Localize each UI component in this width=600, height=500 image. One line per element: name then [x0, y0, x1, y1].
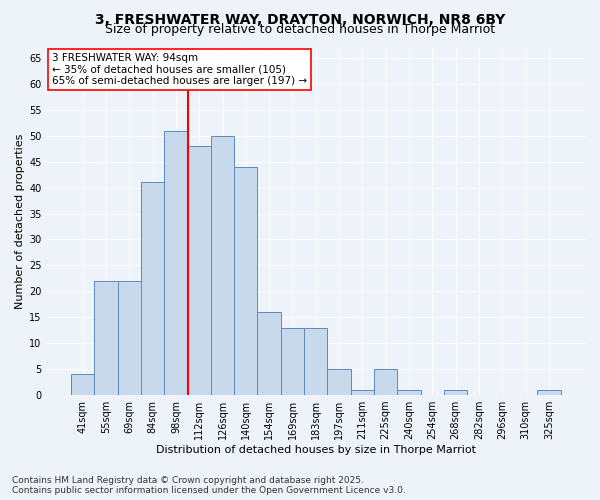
Bar	[281, 328, 304, 395]
Bar	[234, 167, 257, 395]
Bar	[188, 146, 211, 395]
Bar	[71, 374, 94, 395]
Bar	[118, 281, 141, 395]
Bar	[374, 369, 397, 395]
Text: 3, FRESHWATER WAY, DRAYTON, NORWICH, NR8 6BY: 3, FRESHWATER WAY, DRAYTON, NORWICH, NR8…	[95, 12, 505, 26]
Bar	[141, 182, 164, 395]
Y-axis label: Number of detached properties: Number of detached properties	[15, 134, 25, 309]
Bar	[537, 390, 560, 395]
X-axis label: Distribution of detached houses by size in Thorpe Marriot: Distribution of detached houses by size …	[156, 445, 476, 455]
Text: 3 FRESHWATER WAY: 94sqm
← 35% of detached houses are smaller (105)
65% of semi-d: 3 FRESHWATER WAY: 94sqm ← 35% of detache…	[52, 52, 307, 86]
Bar	[164, 130, 188, 395]
Bar	[257, 312, 281, 395]
Bar	[328, 369, 351, 395]
Bar	[304, 328, 328, 395]
Bar	[94, 281, 118, 395]
Bar	[211, 136, 234, 395]
Bar	[397, 390, 421, 395]
Text: Contains HM Land Registry data © Crown copyright and database right 2025.
Contai: Contains HM Land Registry data © Crown c…	[12, 476, 406, 495]
Bar	[351, 390, 374, 395]
Text: Size of property relative to detached houses in Thorpe Marriot: Size of property relative to detached ho…	[105, 22, 495, 36]
Bar	[444, 390, 467, 395]
